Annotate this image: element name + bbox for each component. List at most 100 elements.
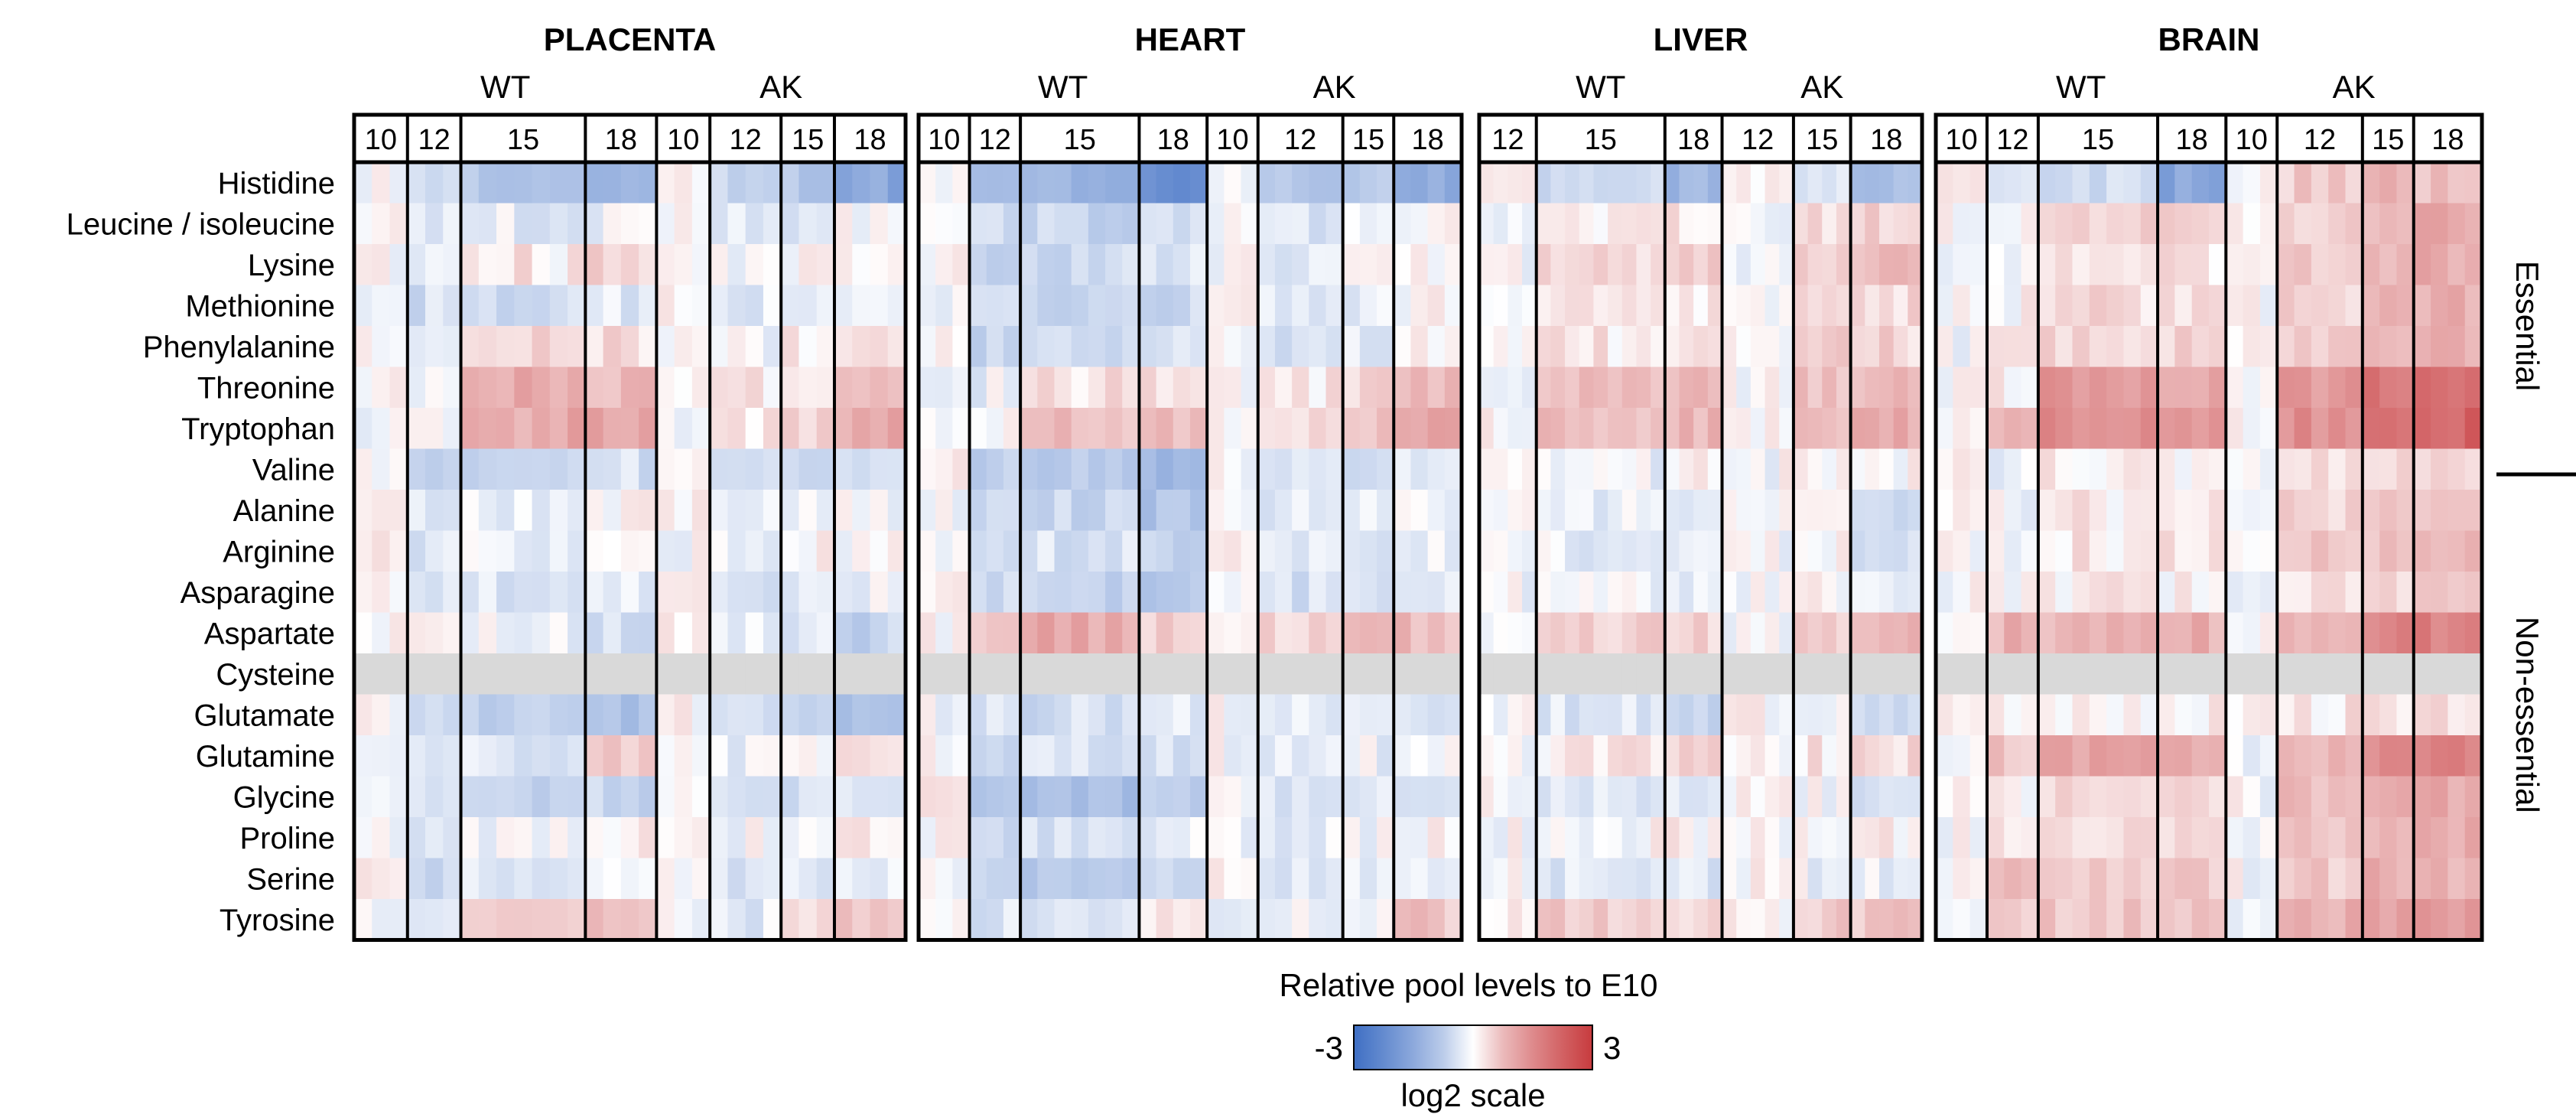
stage-label: 15 bbox=[1352, 124, 1384, 156]
heatmap-cell bbox=[1020, 448, 1038, 490]
heatmap-cell bbox=[568, 162, 586, 204]
heatmap-cell bbox=[2140, 244, 2158, 286]
heatmap-cell bbox=[1822, 817, 1837, 859]
heatmap-cell bbox=[2089, 490, 2107, 532]
heatmap-cell bbox=[1377, 285, 1394, 327]
heatmap-cell bbox=[1037, 285, 1055, 327]
heatmap-cell bbox=[834, 858, 853, 900]
heatmap-cell bbox=[1359, 735, 1377, 777]
heatmap-cell bbox=[1878, 899, 1895, 941]
heatmap-cell bbox=[887, 162, 906, 204]
heatmap-cell bbox=[2328, 285, 2347, 327]
heatmap-cell bbox=[710, 448, 729, 490]
heatmap-cell bbox=[710, 490, 729, 532]
heatmap-cell bbox=[478, 735, 497, 777]
heatmap-cell bbox=[1865, 203, 1880, 245]
heatmap-cell bbox=[2431, 858, 2448, 900]
heatmap-cell bbox=[1986, 530, 2005, 572]
heatmap-cell bbox=[639, 326, 657, 368]
heatmap-cell bbox=[656, 572, 675, 614]
heatmap-cell bbox=[1427, 326, 1446, 368]
heatmap-cell bbox=[798, 285, 818, 327]
heatmap-cell bbox=[1173, 366, 1191, 409]
heatmap-cell bbox=[1173, 448, 1191, 490]
heatmap-cell bbox=[1579, 366, 1595, 409]
heatmap-cell bbox=[1936, 244, 1953, 286]
heatmap-cell bbox=[478, 490, 497, 532]
heatmap-cell bbox=[1342, 490, 1361, 532]
heatmap-cell bbox=[2226, 285, 2244, 327]
heatmap-cell bbox=[1054, 694, 1072, 736]
heatmap-cell bbox=[1865, 162, 1880, 204]
heatmap-cell bbox=[1394, 612, 1412, 654]
heatmap-cell bbox=[1822, 285, 1837, 327]
heatmap-cell bbox=[1190, 776, 1208, 818]
heatmap-cell bbox=[2396, 203, 2415, 245]
heatmap-cell bbox=[639, 448, 657, 490]
heatmap-cell bbox=[656, 203, 675, 245]
heatmap-cell bbox=[1908, 203, 1923, 245]
heatmap-cell bbox=[2464, 653, 2483, 695]
heatmap-cell bbox=[1003, 366, 1021, 409]
heatmap-cell bbox=[2431, 653, 2448, 695]
heatmap-cell bbox=[727, 490, 746, 532]
heatmap-cell bbox=[2072, 612, 2090, 654]
heatmap-cell bbox=[2174, 162, 2193, 204]
heatmap-cell bbox=[1953, 694, 1971, 736]
heatmap-cell bbox=[727, 203, 746, 245]
heatmap-cell bbox=[2106, 817, 2125, 859]
heatmap-cell bbox=[1427, 448, 1446, 490]
heatmap-cell bbox=[1986, 203, 2005, 245]
heatmap-cell bbox=[1427, 776, 1446, 818]
heatmap-cell bbox=[1508, 653, 1523, 695]
heatmap-cell bbox=[745, 408, 764, 450]
heatmap-cell bbox=[2226, 448, 2244, 490]
heatmap-cell bbox=[443, 408, 462, 450]
heatmap-cell bbox=[1508, 448, 1523, 490]
heatmap-cell bbox=[1479, 408, 1495, 450]
heatmap-cell bbox=[1173, 612, 1191, 654]
heatmap-cell bbox=[1953, 735, 1971, 777]
heatmap-cell bbox=[407, 572, 426, 614]
heatmap-cell bbox=[745, 530, 764, 572]
heatmap-cell bbox=[460, 285, 480, 327]
stage-label: 12 bbox=[418, 124, 450, 156]
heatmap-cell bbox=[514, 203, 533, 245]
heatmap-cell bbox=[514, 244, 533, 286]
heatmap-cell bbox=[2345, 612, 2363, 654]
heatmap-cell bbox=[1410, 244, 1429, 286]
heatmap-cell bbox=[1693, 448, 1709, 490]
heatmap-cell bbox=[1707, 817, 1723, 859]
heatmap-cell bbox=[2158, 162, 2175, 204]
heatmap-cell bbox=[2448, 694, 2466, 736]
heatmap-cell bbox=[1651, 899, 1666, 941]
heatmap-cell bbox=[1621, 490, 1638, 532]
heatmap-cell bbox=[1850, 858, 1865, 900]
heatmap-cell bbox=[2413, 203, 2431, 245]
heatmap-cell bbox=[1893, 899, 1908, 941]
heatmap-cell bbox=[1292, 653, 1309, 695]
heatmap-cell bbox=[1579, 326, 1595, 368]
heatmap-cell bbox=[2226, 694, 2244, 736]
heatmap-cell bbox=[1850, 366, 1865, 409]
heatmap-cell bbox=[2106, 694, 2125, 736]
heatmap-cell bbox=[710, 776, 729, 818]
heatmap-cell bbox=[1822, 244, 1837, 286]
heatmap-cell bbox=[2277, 858, 2295, 900]
heatmap-cell bbox=[1986, 653, 2005, 695]
heatmap-cell bbox=[1836, 285, 1852, 327]
heatmap-cell bbox=[870, 858, 889, 900]
heatmap-cell bbox=[1779, 735, 1794, 777]
heatmap-cell bbox=[603, 694, 622, 736]
heatmap-cell bbox=[1707, 366, 1723, 409]
heatmap-cell bbox=[1836, 735, 1852, 777]
heatmap-cell bbox=[1593, 858, 1608, 900]
heatmap-cell bbox=[1122, 448, 1140, 490]
heatmap-cell bbox=[1636, 490, 1651, 532]
heatmap-cell bbox=[1427, 366, 1446, 409]
heatmap-cell bbox=[1508, 694, 1523, 736]
heatmap-cell bbox=[2055, 817, 2073, 859]
heatmap-cell bbox=[1054, 530, 1072, 572]
heatmap-cell bbox=[1156, 285, 1174, 327]
heatmap-cell bbox=[389, 490, 408, 532]
